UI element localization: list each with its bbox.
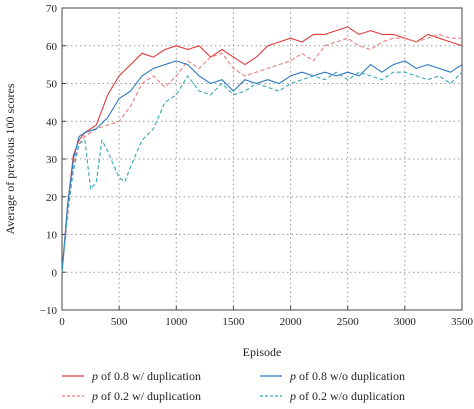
legend-label: p of 0.2 w/o duplication [289, 389, 405, 403]
legend-symbol: p [91, 369, 98, 383]
x-axis-label: Episode [243, 345, 282, 359]
legend-name: of 0.2 w/ duplication [98, 389, 201, 403]
series-line-2 [61, 33, 462, 273]
legend-label: p of 0.8 w/ duplication [91, 369, 201, 383]
y-tick-label: 60 [46, 41, 58, 53]
x-tick-label: 1000 [165, 316, 188, 328]
axis-ticks: 0 500 1000 1500 2000 2500 3000 3500−10010203040… [40, 3, 474, 328]
legend-name: of 0.2 w/o duplication [296, 389, 405, 403]
legend-label: p of 0.8 w/o duplication [289, 369, 405, 383]
x-tick-label: 3500 [451, 316, 474, 328]
x-tick-label: 0 [59, 316, 65, 328]
x-tick-label: 1500 [222, 316, 245, 328]
x-tick-label: 2000 [280, 316, 303, 328]
series-line-4 [61, 71, 463, 273]
grid-lines [62, 8, 462, 310]
series-line-1 [61, 26, 463, 273]
y-tick-label: 50 [46, 79, 58, 91]
legend-symbol: p [91, 389, 98, 403]
legend-symbol: p [289, 389, 296, 403]
y-axis-label: Average of previous 100 scores [3, 83, 17, 234]
legend-label: p of 0.2 w/ duplication [91, 389, 201, 403]
legend-name: of 0.8 w/ duplication [98, 369, 201, 383]
y-tick-label: 30 [46, 154, 58, 166]
legend-symbol: p [289, 369, 296, 383]
x-tick-label: 2500 [337, 316, 360, 328]
y-tick-label: 0 [52, 267, 58, 279]
y-tick-label: 40 [46, 116, 58, 128]
x-tick-label: 500 [111, 316, 128, 328]
y-tick-label: 10 [46, 230, 58, 242]
series-layer [61, 26, 463, 273]
series-line-3 [61, 60, 463, 273]
y-tick-label: −10 [40, 305, 58, 317]
y-tick-label: 70 [46, 3, 58, 15]
legend-name: of 0.8 w/o duplication [296, 369, 405, 383]
y-tick-label: 20 [46, 192, 58, 204]
x-tick-label: 3000 [394, 316, 417, 328]
